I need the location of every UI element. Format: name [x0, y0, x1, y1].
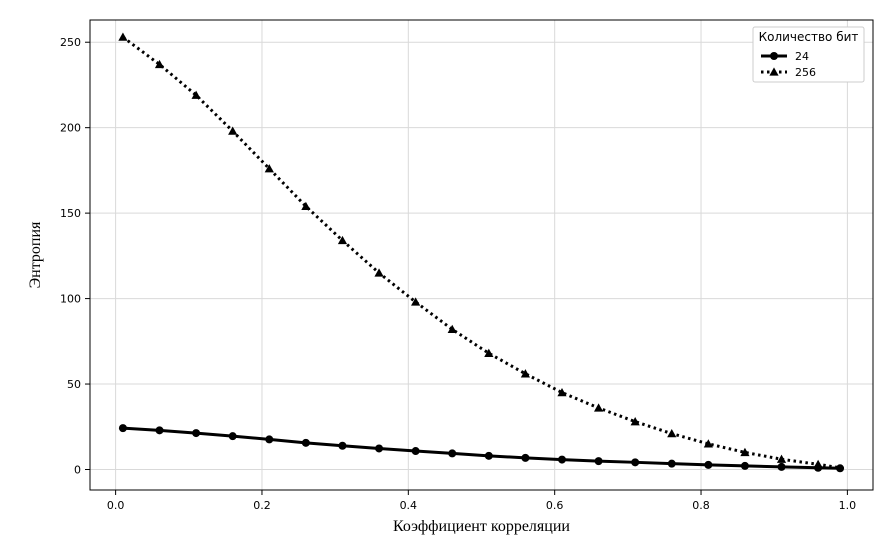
data-point-256 [557, 387, 567, 397]
data-point-256 [813, 459, 823, 469]
x-tick-label: 0.0 [107, 499, 125, 512]
data-point-24 [594, 457, 603, 466]
x-axis-ticks: 0.0 0.2 0.4 0.6 0.8 1.0 [107, 490, 856, 512]
data-point-256 [593, 403, 604, 412]
data-point-256 [191, 90, 201, 99]
legend-label-24: 24 [795, 50, 809, 63]
data-point-24 [704, 460, 713, 469]
data-point-24 [375, 444, 384, 453]
legend-box [752, 26, 865, 83]
x-axis-label: Коэффициент корреляции [393, 518, 570, 535]
data-point-256 [703, 439, 713, 448]
data-point-24 [338, 441, 347, 450]
x-tick-label: 0.2 [253, 499, 271, 512]
y-axis-label: Энтропия [27, 221, 44, 288]
data-point-256 [301, 201, 311, 210]
data-point-24 [155, 426, 164, 435]
legend-item-24: 24 [761, 50, 809, 63]
data-point-256 [264, 164, 274, 173]
data-point-24 [448, 449, 457, 458]
y-tick-label: 50 [67, 378, 81, 391]
data-point-256 [118, 32, 128, 41]
data-point-24 [228, 432, 237, 441]
data-point-24 [631, 458, 640, 467]
data-point-256 [740, 447, 750, 457]
data-point-24 [265, 435, 274, 444]
legend-item-256: 256 [761, 66, 816, 79]
data-point-24 [192, 429, 201, 438]
data-point-256 [484, 348, 494, 357]
data-point-256 [520, 369, 531, 378]
data-point-256 [776, 454, 787, 463]
legend-marker-24 [770, 52, 778, 60]
data-point-24 [836, 464, 845, 473]
data-point-256 [447, 324, 457, 334]
series-256 [118, 32, 841, 470]
data-point-256 [228, 126, 238, 135]
data-point-24 [484, 451, 493, 460]
y-tick-label: 0 [74, 463, 81, 476]
data-point-24 [557, 455, 566, 464]
plot-frame [89, 19, 874, 491]
data-point-24 [118, 424, 127, 433]
y-tick-label: 250 [60, 36, 81, 49]
data-point-24 [521, 453, 530, 462]
data-point-256 [667, 429, 677, 438]
data-point-24 [411, 447, 420, 456]
y-axis-ticks: 0 50 100 150 200 250 [60, 36, 90, 476]
data-point-24 [667, 459, 676, 468]
data-point-256 [411, 297, 421, 306]
series-line-256 [122, 35, 841, 470]
data-point-24 [740, 461, 749, 470]
x-tick-label: 0.6 [546, 499, 564, 512]
x-tick-label: 0.4 [400, 499, 418, 512]
x-tick-label: 0.8 [692, 499, 710, 512]
legend-label-256: 256 [795, 66, 816, 79]
series-24 [118, 424, 845, 473]
data-point-24 [777, 462, 786, 471]
x-tick-label: 1.0 [839, 499, 857, 512]
y-tick-label: 100 [60, 293, 81, 306]
data-point-256 [154, 59, 165, 69]
data-point-256 [337, 235, 348, 245]
series-layer [118, 32, 845, 473]
legend-marker-256 [769, 67, 779, 76]
data-point-24 [301, 438, 310, 447]
y-tick-label: 150 [60, 207, 81, 220]
legend-title: Количество бит [759, 30, 859, 44]
grid [90, 20, 873, 490]
data-point-256 [630, 417, 640, 426]
y-tick-label: 200 [60, 122, 81, 135]
data-point-256 [374, 268, 384, 277]
